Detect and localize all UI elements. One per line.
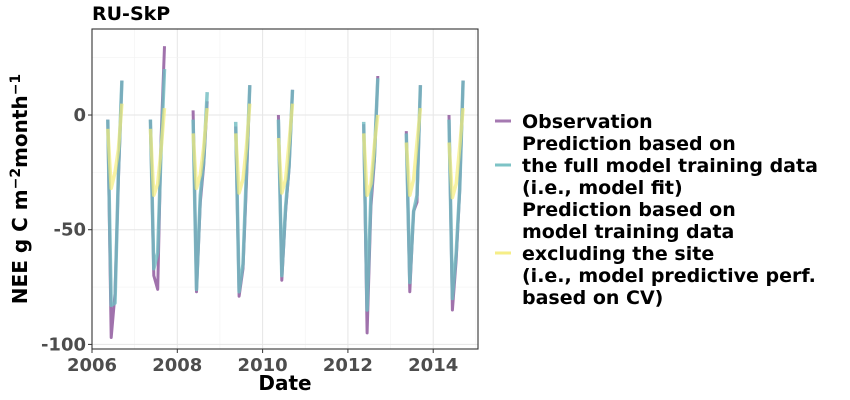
legend-label-line: Observation <box>522 111 653 133</box>
series-1-line <box>404 85 423 285</box>
series-2-line <box>106 103 124 191</box>
series-2-line <box>404 107 423 198</box>
series-2-line <box>276 103 295 195</box>
series-2-line <box>233 103 252 195</box>
plot-background <box>92 29 478 349</box>
series-layer <box>106 46 465 339</box>
y-axis-title: NEE g C m−2month−1 <box>8 74 32 304</box>
series-2-line <box>148 107 167 198</box>
y-axis-title-sup1: −2 <box>8 168 24 189</box>
legend-label-line: (i.e., model fit) <box>522 177 683 199</box>
legend-label-line: Prediction based on <box>522 133 736 155</box>
legend-label-line: Prediction based on <box>522 199 736 221</box>
legend-label-line: (i.e., model predictive perf. <box>522 265 816 287</box>
series-2-line <box>447 107 465 200</box>
y-axis-title-mid: month <box>8 95 32 168</box>
legend-item-0: Observation <box>495 111 653 133</box>
x-tick-label: 2012 <box>323 355 373 376</box>
plot-area <box>91 28 479 350</box>
plot-border <box>91 28 479 350</box>
x-tick-label: 2006 <box>67 355 117 376</box>
x-tick-label: 2008 <box>152 355 202 376</box>
x-tick-label: 2010 <box>238 355 288 376</box>
y-axis-title-base: NEE g C m <box>8 189 32 304</box>
legend-label-line: the full model training data <box>522 155 818 177</box>
chart-title: RU-SkP <box>92 3 170 25</box>
legend-label-line: model training data <box>522 221 734 243</box>
y-axis: 0 -50 -100 <box>41 105 92 355</box>
x-axis: 2006 2008 2010 2012 2014 <box>67 349 458 376</box>
legend-label-line: excluding the site <box>522 243 714 265</box>
y-tick-label: -50 <box>53 220 86 241</box>
y-tick-label: 0 <box>73 105 86 126</box>
y-axis-title-sup2: −1 <box>8 74 24 95</box>
x-tick-label: 2014 <box>408 355 458 376</box>
series-2-line <box>361 114 380 198</box>
y-tick-label: -100 <box>41 334 86 355</box>
series-2-line <box>191 107 209 191</box>
x-axis-title: Date <box>258 371 311 395</box>
legend-label-line: based on CV) <box>522 287 663 309</box>
series-2 <box>106 103 465 200</box>
